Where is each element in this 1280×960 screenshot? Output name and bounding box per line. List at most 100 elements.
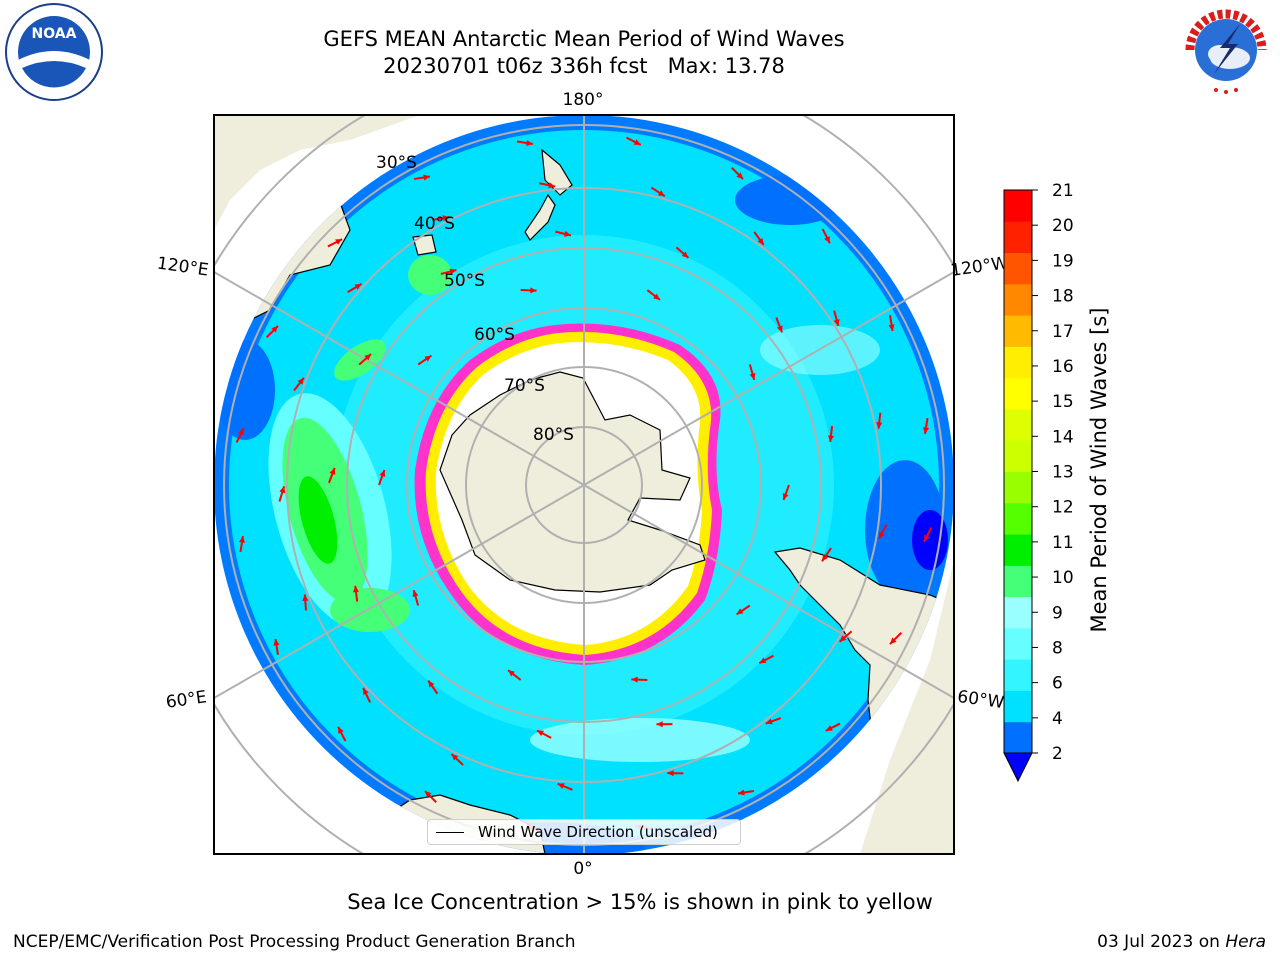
colorbar-segment <box>1004 283 1032 316</box>
colorbar-tick-label: 12 <box>1052 498 1074 518</box>
wave-direction-arrowhead <box>827 435 834 442</box>
wave-direction-arrowhead <box>273 639 280 646</box>
title-line-1: GEFS MEAN Antarctic Mean Period of Wind … <box>323 27 845 51</box>
colorbar-tick-label: 20 <box>1052 216 1074 236</box>
colorbar-tick-label: 14 <box>1052 427 1074 447</box>
wave-direction-arrowhead <box>352 585 360 593</box>
colorbar-segment <box>1004 252 1032 285</box>
wave-direction-arrowhead <box>833 319 840 327</box>
lat-label-70s: 70°S <box>504 376 545 396</box>
wave-direction-arrowhead <box>442 215 450 222</box>
colorbar-tick-label: 10 <box>1052 568 1074 588</box>
wave-direction-arrowhead <box>564 230 571 237</box>
lon-label-0: 0° <box>573 859 592 879</box>
wave-direction-arrowhead <box>354 283 362 290</box>
wave-direction-arrowhead <box>449 268 457 275</box>
wave-direction-arrowhead <box>657 190 665 197</box>
wave-direction-arrowhead <box>888 324 895 331</box>
colorbar-segment <box>1004 534 1032 566</box>
wave-direction-arrowhead <box>776 325 783 333</box>
colorbar-tick-label: 18 <box>1052 287 1074 307</box>
wave-direction-arrowhead <box>749 372 756 380</box>
credit-machine: Hera <box>1225 932 1266 952</box>
colorbar-tick-label: 6 <box>1052 674 1063 694</box>
wave-direction-arrowhead <box>889 637 897 645</box>
colorbar-segment <box>1004 440 1032 472</box>
wave-direction-arrowhead <box>451 754 459 761</box>
nws-logo <box>1180 4 1272 96</box>
wave-direction-arrowhead <box>924 534 930 542</box>
graticule <box>214 115 954 854</box>
wave-direction-arrowhead <box>238 428 244 436</box>
colorbar-tick-label: 9 <box>1052 603 1063 623</box>
colorbar: 2 4 6 8 9 10 11 12 13 14 15 16 17 18 19 20 21 <box>1003 181 1074 783</box>
wave-direction-arrowhead <box>759 657 767 664</box>
wave-direction-arrowhead <box>329 467 336 475</box>
credit-date-text: 03 Jul 2023 on <box>1097 932 1226 952</box>
colorbar-segment <box>1004 315 1032 347</box>
colorbar-segment <box>1004 627 1032 660</box>
corner-land <box>214 115 954 854</box>
wave-direction-arrowhead <box>681 251 689 258</box>
credit-date: 03 Jul 2023 on Hera <box>1097 932 1266 952</box>
colorbar-segment <box>1004 502 1032 535</box>
noaa-logo: NOAA <box>5 3 103 101</box>
wave-direction-arrowhead <box>508 670 515 677</box>
wave-direction-arrowhead <box>825 725 833 731</box>
wave-direction-arrowhead <box>279 486 286 494</box>
wave-direction-arrowhead <box>653 293 660 300</box>
colorbar-segment <box>1004 346 1032 379</box>
map-frame <box>213 114 955 855</box>
wave-direction-arrowhead <box>765 718 773 725</box>
wave-direction-arrowhead <box>824 236 830 244</box>
colorbar-segment <box>1004 408 1032 441</box>
wave-direction-arrowhead <box>424 790 432 798</box>
noaa-logo-text: NOAA <box>32 26 77 42</box>
wave-direction-arrowhead <box>428 680 435 688</box>
credit-branch: NCEP/EMC/Verification Post Processing Pr… <box>13 932 576 952</box>
wave-direction-arrowhead <box>364 353 372 361</box>
legend-label: Wind Wave Direction (unscaled) <box>478 823 718 841</box>
colorbar-segment <box>1004 721 1032 754</box>
wave-direction-arrowhead <box>782 493 789 501</box>
lon-label-60w: 60°W <box>956 687 1005 713</box>
colorbar-segment <box>1004 221 1032 254</box>
colorbar-segment <box>1004 471 1032 504</box>
wave-direction-arrowhead <box>839 635 847 642</box>
colorbar-tick-label: 19 <box>1052 251 1074 271</box>
colorbar-segment <box>1004 190 1032 222</box>
wave-direction-arrowhead <box>757 238 764 245</box>
wave-direction-arrowhead <box>656 721 663 728</box>
colorbar-tick-label: 21 <box>1052 181 1074 201</box>
wave-direction-arrowhead <box>412 590 419 598</box>
colorbar-tick-label: 17 <box>1052 322 1074 342</box>
wave-direction-arrowhead <box>424 355 432 362</box>
colorbar-tick-label: 11 <box>1052 533 1074 553</box>
colorbar-underflow-extension <box>1003 752 1033 783</box>
wave-direction-arrowhead <box>557 783 565 789</box>
wave-direction-arrowhead <box>379 469 386 477</box>
wave-direction-arrowhead <box>631 676 638 683</box>
wave-direction-arrowhead <box>738 789 745 796</box>
wave-direction-arrowhead <box>548 182 556 189</box>
wave-direction-arrowhead <box>335 239 343 245</box>
wave-direction-arrowhead <box>297 377 304 385</box>
legend: Wind Wave Direction (unscaled) <box>427 819 741 845</box>
wave-direction-arrowhead <box>423 174 430 181</box>
lon-label-120e: 120°E <box>156 254 210 281</box>
wave-direction-arrowhead <box>302 594 309 602</box>
colorbar-segment <box>1004 690 1032 723</box>
colorbar-tick-label: 13 <box>1052 463 1074 483</box>
wave-direction-arrowhead <box>338 726 344 734</box>
colorbar-segment <box>1004 565 1032 598</box>
colorbar-segment <box>1004 596 1032 629</box>
title-line-2: 20230701 t06z 336h fcst Max: 13.78 <box>383 54 785 78</box>
wave-direction-arrowhead <box>879 531 885 539</box>
wave-direction-arrowhead <box>238 536 245 543</box>
colorbar-tick-label: 8 <box>1052 638 1063 658</box>
lat-label-50s: 50°S <box>444 271 485 291</box>
wave-direction-arrowhead <box>667 770 674 777</box>
lon-label-180: 180° <box>563 90 604 110</box>
lat-label-30s: 30°S <box>376 153 417 173</box>
